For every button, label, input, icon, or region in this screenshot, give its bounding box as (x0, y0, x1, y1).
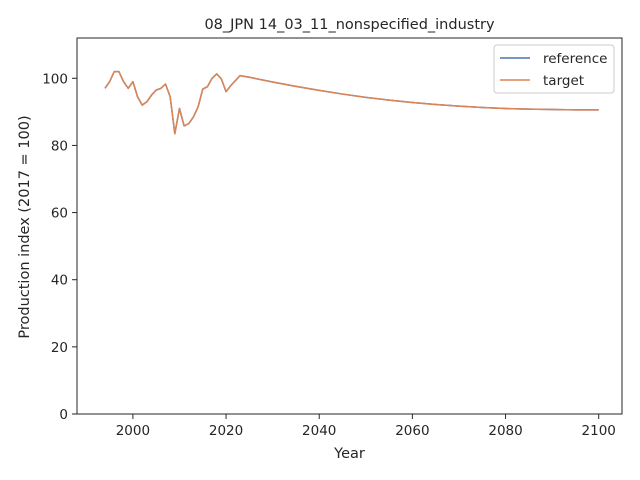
y-axis-label: Production index (2017 = 100) (17, 115, 33, 338)
y-tick-label-0: 0 (59, 407, 68, 423)
y-tick-label-60: 60 (51, 206, 68, 222)
x-tick-label-2080: 2080 (488, 423, 522, 439)
legend-label-target: target (543, 73, 584, 89)
x-tick-label-2040: 2040 (302, 423, 336, 439)
x-tick-label-2060: 2060 (395, 423, 429, 439)
legend-label-reference: reference (543, 51, 607, 67)
y-tick-label-100: 100 (42, 71, 68, 87)
legend: reference target (493, 44, 615, 94)
axes-frame (76, 37, 623, 415)
y-tick-label-40: 40 (51, 273, 68, 289)
y-tick-label-80: 80 (51, 138, 68, 154)
series-line-target (104, 70, 599, 135)
legend-box (493, 44, 615, 94)
x-axis-label: Year (333, 446, 365, 462)
y-tick-label-20: 20 (51, 340, 68, 356)
x-tick-label-2100: 2100 (582, 423, 616, 439)
x-tick-label-2000: 2000 (116, 423, 150, 439)
x-tick-label-2020: 2020 (209, 423, 243, 439)
chart-title: 08_JPN 14_03_11_nonspecified_industry (204, 17, 495, 33)
